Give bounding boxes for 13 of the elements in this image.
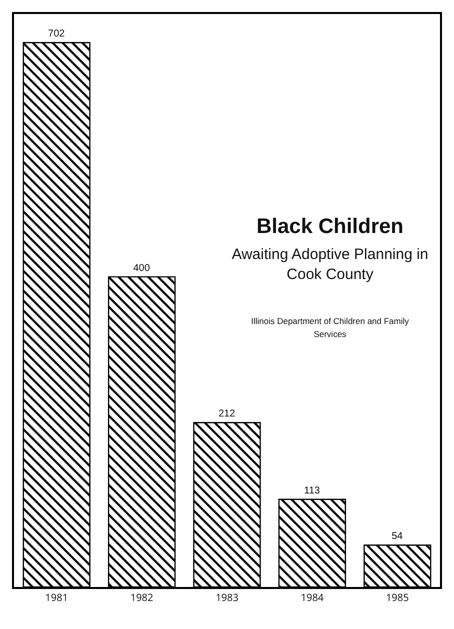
x-tick-label: 1982: [130, 590, 154, 604]
x-tick-label: 1984: [300, 590, 324, 604]
x-tick-label: 1985: [386, 590, 410, 604]
data-label: 113: [304, 485, 320, 496]
data-label: 702: [48, 28, 66, 40]
data-label: 400: [133, 262, 150, 274]
data-label: 212: [218, 408, 236, 420]
data-label: 54: [392, 531, 404, 542]
text: Awaiting Adoptive Planning in Cook County: [230, 245, 430, 285]
text: Black Children: [255, 215, 405, 239]
annotation: Illinois Department of Children and Family Services: [250, 315, 410, 341]
x-tick-label: 1981: [45, 590, 68, 604]
x-tick-label: 1983: [216, 590, 239, 604]
